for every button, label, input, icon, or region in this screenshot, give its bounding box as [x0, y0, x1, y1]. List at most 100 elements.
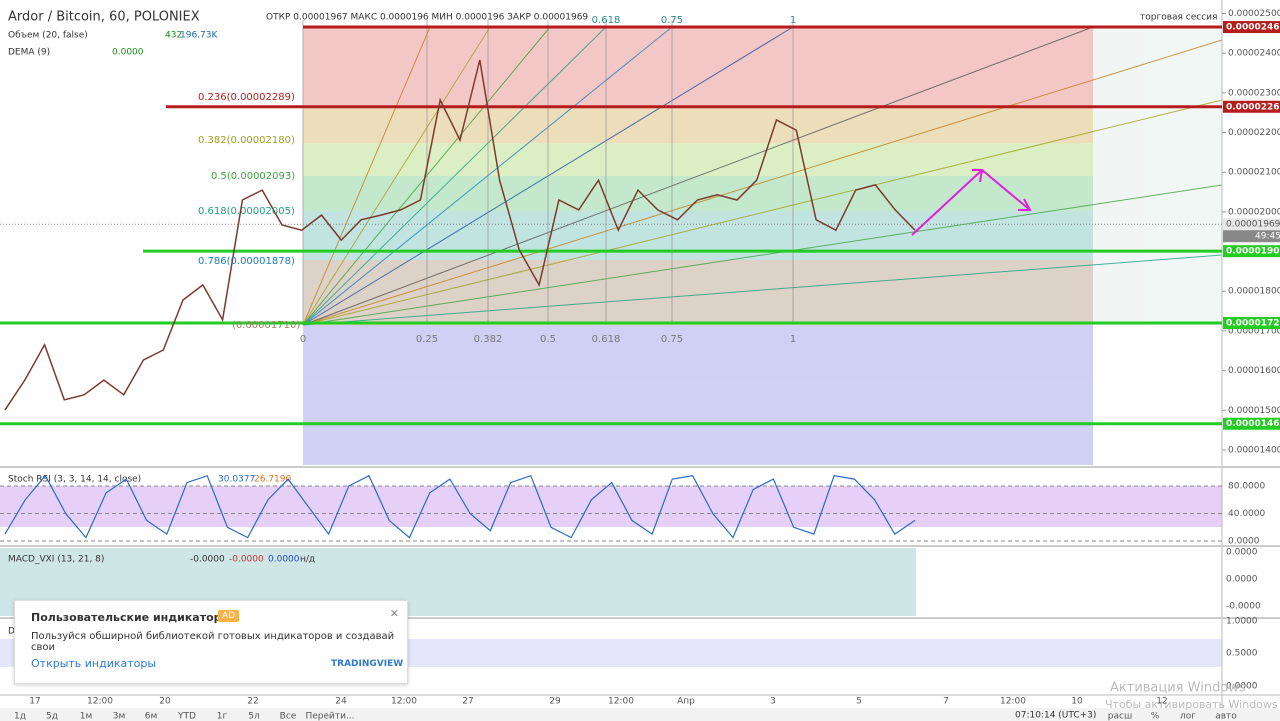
fan-label-top: 0.618	[592, 15, 621, 26]
fan-line	[302, 184, 1223, 326]
fan-label: 0.382	[474, 334, 503, 345]
x-tick-label: 29	[549, 697, 561, 707]
stoch-k: 30.0377	[218, 475, 255, 485]
level-box	[1223, 21, 1280, 34]
volume-value: 432	[165, 31, 182, 41]
macd-label: MACD_VXI (13, 21, 8)	[8, 555, 104, 565]
fan-line	[302, 26, 1094, 326]
x-tick-label: 20	[159, 697, 171, 707]
x-tick-label: 10	[1071, 697, 1083, 707]
level-box	[1223, 100, 1280, 113]
range-button[interactable]: 5д	[46, 712, 58, 721]
scale-option[interactable]: расш	[1108, 712, 1132, 721]
range-button[interactable]: Перейти...	[305, 712, 354, 721]
arrow-head	[972, 169, 984, 183]
level-box	[1223, 417, 1280, 430]
countdown: 49:45	[1255, 232, 1280, 242]
scale-option[interactable]: авто	[1215, 712, 1237, 721]
range-button[interactable]: Все	[280, 712, 297, 721]
fan-lines	[302, 20, 1223, 326]
level-box	[1223, 316, 1280, 329]
fan-line	[302, 99, 1223, 326]
y-tick-label: 0.00001600	[1228, 366, 1280, 376]
range-button[interactable]: YTD	[177, 712, 196, 721]
fan-label: 1	[790, 334, 796, 345]
price-line	[4, 59, 916, 411]
y-tick-label: 0.00001800	[1228, 287, 1280, 297]
last-price-label: 0.00001969	[1226, 220, 1280, 230]
fan-line	[302, 39, 1223, 326]
dema-label: DEMA (9)	[8, 48, 50, 58]
pane4-label: D	[8, 627, 15, 637]
x-tick-label: 12:00	[1000, 697, 1026, 707]
range-button[interactable]: 1д	[14, 712, 26, 721]
macd-tick: -0.0000	[1226, 602, 1261, 612]
fib-zones	[303, 27, 1222, 465]
stoch-label: Stoch RSI (3, 3, 14, 14, close)	[8, 475, 141, 485]
range-button[interactable]: 3м	[113, 712, 126, 721]
fan-line	[302, 26, 491, 326]
scale-option[interactable]: лог	[1180, 712, 1196, 721]
stoch-tick-label: 80.0000	[1228, 482, 1265, 492]
x-tick-label: Апр	[677, 697, 695, 707]
symbol-title: Ardor / Bitcoin, 60, POLONIEX	[8, 10, 200, 25]
fan-label-top: 1	[790, 15, 796, 26]
fan-line	[302, 254, 1223, 326]
y-tick-label: 0.00001400	[1228, 445, 1280, 455]
stoch-tick-label: 40.0000	[1228, 509, 1265, 519]
fan-label: 0.5	[540, 334, 556, 345]
x-tick-label: 5	[856, 697, 862, 707]
last-price-box	[1223, 218, 1280, 231]
popup-close[interactable]: ✕	[389, 607, 399, 620]
stoch-line	[4, 474, 916, 539]
pane4-tick: 1.0000	[1226, 617, 1258, 627]
range-button[interactable]: 6м	[145, 712, 158, 721]
range-button[interactable]: 1г	[217, 712, 228, 721]
watermark-title: Активация Windows	[1110, 681, 1246, 696]
popup-logo: TRADINGVIEW	[331, 659, 404, 669]
macd-v2: -0.0000	[229, 555, 264, 565]
level-label: 0.00001720	[1226, 318, 1280, 328]
countdown-box	[1223, 230, 1280, 243]
macd-v4: н/д	[300, 555, 315, 565]
fib-label: 0.786(0.00001878)	[198, 256, 295, 267]
fib-label: (0.00001710)	[232, 320, 300, 331]
stoch-d: 26.7190	[254, 475, 291, 485]
y-tick-label: 0.00001700	[1228, 326, 1280, 336]
x-tick-label: 24	[335, 697, 347, 707]
y-tick-label: 0.00002500	[1228, 9, 1280, 19]
y-tick-label: 0.00002400	[1228, 49, 1280, 59]
popup-link[interactable]: Открыть индикаторы	[31, 657, 157, 670]
stoch-tick-label: 0.0000	[1228, 537, 1260, 547]
fib-label: 0.382(0.00002180)	[198, 135, 295, 146]
fan-label: 0	[300, 334, 306, 345]
y-tick-label: 0.00002300	[1228, 88, 1280, 98]
fan-label-top: 0.75	[661, 15, 683, 26]
fan-label: 0.25	[416, 334, 438, 345]
fan-line	[302, 26, 673, 326]
fib-label: 0.618(0.00002005)	[198, 206, 295, 217]
range-button[interactable]: 5л	[248, 712, 259, 721]
fan-line	[302, 26, 551, 326]
level-label: 0.00001901	[1226, 247, 1280, 257]
x-tick-label: 12	[1156, 697, 1167, 707]
x-tick-label: 17	[29, 697, 40, 707]
x-tick-label: 22	[247, 697, 258, 707]
y-tick-label: 0.00002200	[1228, 128, 1280, 138]
dema-value: 0.0000	[112, 48, 144, 58]
fan-label: 0.75	[661, 334, 683, 345]
fan-line	[302, 26, 607, 326]
x-tick-label: 12:00	[391, 697, 417, 707]
x-tick-label: 27	[462, 697, 473, 707]
level-label: 0.00002466	[1226, 23, 1280, 33]
pane4-tick: 0.0000	[1226, 682, 1258, 692]
level-box	[1223, 245, 1280, 258]
range-button[interactable]: 1м	[80, 712, 93, 721]
x-tick-label: 7	[943, 697, 949, 707]
y-tick-label: 0.00002100	[1228, 168, 1280, 178]
scale-option[interactable]: %	[1151, 712, 1160, 721]
popup-body: Пользуйся обширной библиотекой готовых и…	[31, 631, 395, 653]
popup-badge: AD	[218, 610, 240, 622]
arrow-head	[1018, 198, 1032, 211]
